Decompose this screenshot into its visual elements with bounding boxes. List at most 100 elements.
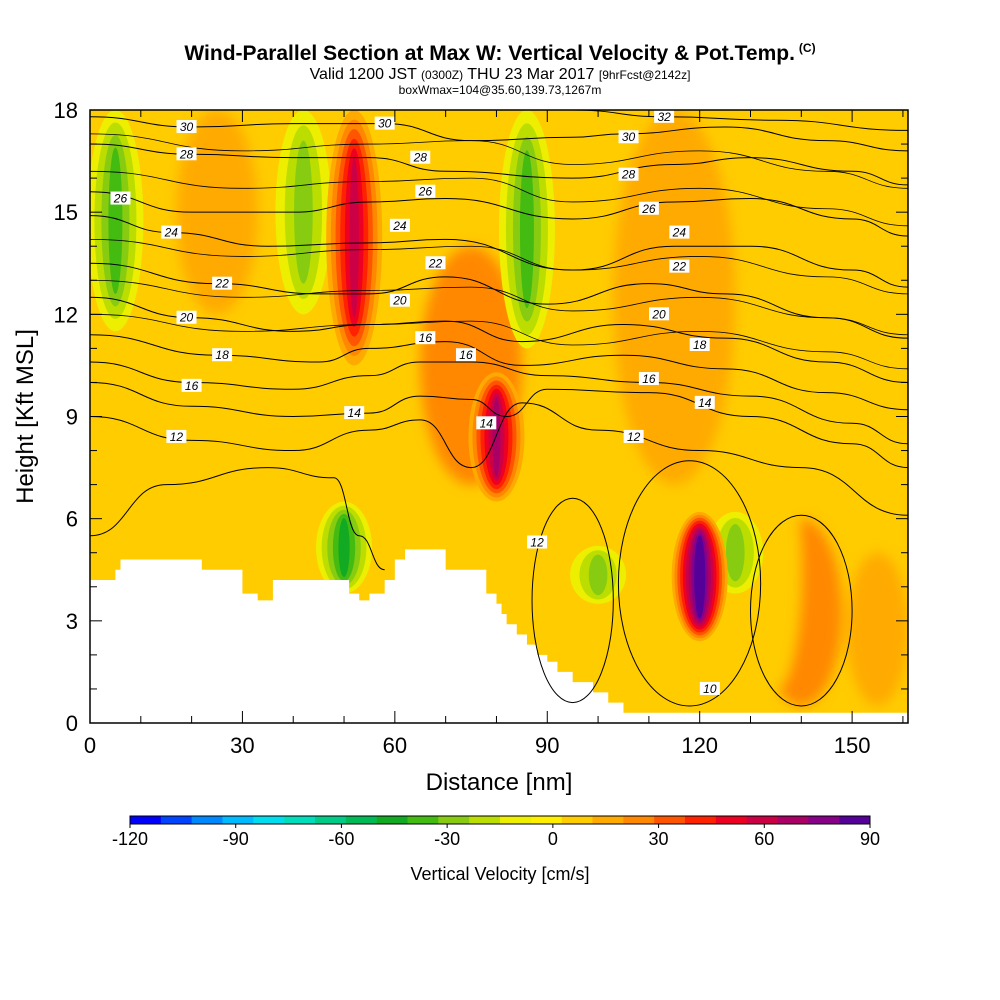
isentrope-28 [90, 143, 908, 186]
colorbar-tick-label-90: 90 [860, 829, 880, 849]
colorbar-tick-label--120: -120 [112, 829, 148, 849]
svg-text:28: 28 [179, 147, 194, 161]
isentrope-layer [90, 110, 908, 707]
x-tick-label-120: 120 [681, 733, 718, 758]
colorbar-swatch-1 [160, 816, 192, 824]
isentrope-extra-label-15: 20 [649, 307, 670, 321]
chart-title-block: Wind-Parallel Section at Max W: Vertical… [0, 36, 1000, 97]
isentrope-label-10: 10 [699, 681, 720, 696]
isentrope-label-18: 18 [212, 348, 233, 362]
colorbar-tick-label--30: -30 [434, 829, 460, 849]
downdraft-core-4-2 [588, 554, 608, 596]
valid-date: THU 23 Mar 2017 [467, 66, 595, 83]
isentrope-extra-label-11: 28 [618, 167, 639, 182]
y-tick-label-3: 3 [66, 609, 78, 634]
isentrope-extra-label-6: 16 [415, 331, 436, 345]
colorbar-swatch-15 [592, 816, 624, 824]
colorbar-swatch-17 [654, 816, 686, 824]
colorbar-swatch-3 [222, 816, 254, 824]
colorbar-swatch-18 [685, 816, 717, 824]
svg-text:20: 20 [392, 294, 407, 308]
isentrope-minor-3 [90, 170, 908, 227]
chart-title: Wind-Parallel Section at Max W: Vertical… [184, 42, 795, 65]
isentrope-extra-label-14: 22 [669, 259, 690, 274]
colorbar-tick-label--90: -90 [223, 829, 249, 849]
isentrope-extra-label-7: 16 [455, 348, 476, 362]
downdraft-core-3-3 [519, 150, 534, 309]
isentrope-label-28: 28 [176, 147, 197, 161]
x-tick-label-30: 30 [230, 733, 254, 758]
svg-text:28: 28 [621, 168, 636, 182]
isentrope-label-12: 12 [166, 429, 187, 444]
isentrope-label-22: 22 [212, 276, 233, 291]
isentrope-label-24: 24 [161, 225, 182, 240]
y-tick-label-0: 0 [66, 711, 78, 736]
x-axis-title: Distance [nm] [426, 769, 573, 796]
colorbar-frame [129, 815, 871, 825]
svg-text:26: 26 [113, 192, 128, 206]
svg-text:10: 10 [703, 682, 717, 696]
svg-text:30: 30 [622, 130, 636, 144]
weak-band-1 [613, 110, 736, 485]
downdraft-core-0-3 [108, 147, 123, 295]
isentrope-18 [90, 334, 908, 411]
downdraft-core-5-2 [725, 524, 745, 582]
x-tick-label-60: 60 [383, 733, 407, 758]
isentrope-label-20: 20 [176, 310, 197, 325]
isentrope-extra-label-10: 30 [618, 130, 639, 144]
isentrope-12 [90, 402, 908, 516]
colorbar-swatch-8 [376, 816, 408, 824]
isentrope-minor-4 [90, 133, 908, 189]
isentrope-minor-2 [90, 239, 908, 295]
colorbar-swatch-9 [407, 816, 439, 824]
svg-text:26: 26 [418, 185, 433, 199]
svg-text:16: 16 [185, 379, 199, 393]
svg-text:14: 14 [698, 396, 712, 410]
isentrope-extra-label-12: 26 [638, 201, 659, 216]
svg-text:22: 22 [214, 277, 229, 291]
svg-text:20: 20 [179, 311, 194, 325]
isentrope-extra-label-3: 24 [389, 218, 410, 233]
isentrope-label-32: 32 [654, 109, 675, 124]
isentrope-extra-label-18: 14 [694, 395, 715, 410]
isentrope-extra-label-8: 14 [476, 416, 497, 430]
box-info: boxWmax=104@35.60,139.73,1267m [398, 83, 602, 97]
svg-text:12: 12 [170, 430, 184, 444]
svg-text:20: 20 [651, 307, 666, 321]
isentrope-22 [90, 262, 908, 339]
svg-text:12: 12 [530, 536, 544, 550]
colorbar-swatch-2 [191, 816, 223, 824]
svg-text:18: 18 [215, 348, 229, 362]
y-axis-title: Height [Kft MSL] [12, 329, 39, 504]
isentrope-minor-0 [90, 313, 908, 370]
isentrope-extra-label-13: 24 [669, 225, 690, 240]
terrain-mask [90, 549, 908, 723]
colorbar-swatch-7 [345, 816, 377, 824]
svg-text:32: 32 [657, 110, 671, 124]
y-tick-label-12: 12 [54, 302, 78, 327]
colorbar: -120 -90 -60 -30 0 30 60 90 Vertical Velocity [c… [112, 815, 880, 884]
isentrope-extra-label-5: 20 [389, 293, 410, 308]
x-tick-label-150: 150 [834, 733, 871, 758]
colorbar-swatch-4 [253, 816, 285, 824]
closed-contour-1 [531, 497, 614, 704]
colorbar-swatch-10 [438, 816, 470, 824]
x-tick-label-90: 90 [535, 733, 559, 758]
isentrope-label-layer: 10 12 14 16 18 20 22 24 26 28 30 32 30 28 26 24 22 20 16 16… [110, 109, 720, 696]
colorbar-swatch-16 [623, 816, 655, 824]
isentrope-24 [90, 215, 908, 288]
y-tick-label-9: 9 [66, 405, 78, 430]
isentrope-extra-label-0: 30 [374, 116, 395, 131]
isentrope-extra-label-4: 22 [425, 256, 446, 270]
colorbar-swatch-20 [746, 816, 778, 824]
forecast-info: [9hrFcst@2142z] [598, 68, 691, 82]
colorbar-tick-label--60: -60 [328, 829, 354, 849]
colorbar-swatch-6 [315, 816, 347, 824]
svg-text:16: 16 [459, 348, 473, 362]
isentrope-minor-1 [90, 279, 908, 336]
svg-text:24: 24 [672, 226, 687, 240]
isentrope-16 [90, 361, 908, 445]
terrain-layer [90, 549, 908, 723]
isentrope-20 [90, 296, 908, 383]
colorbar-tick-label-0: 0 [548, 829, 558, 849]
